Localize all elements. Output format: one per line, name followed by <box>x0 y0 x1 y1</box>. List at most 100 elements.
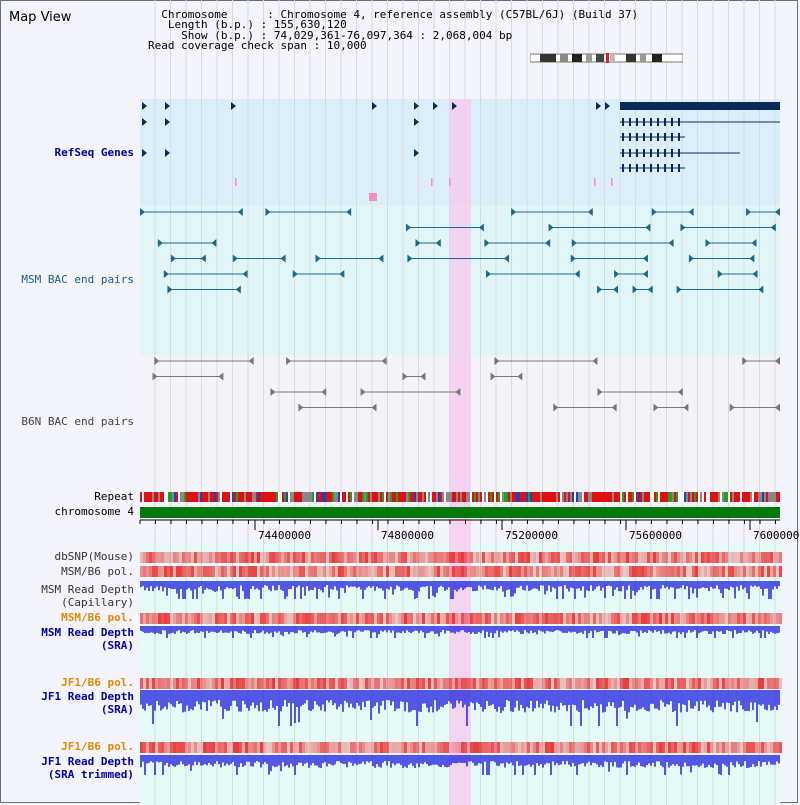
depth-bar <box>326 755 328 767</box>
repeat-segment <box>328 492 330 502</box>
repeat-segment <box>390 492 392 502</box>
repeat-segment <box>444 492 446 502</box>
repeat-segment <box>734 492 736 502</box>
heat-cell <box>665 742 668 753</box>
heat-cell <box>605 742 608 753</box>
depth-bar <box>166 755 168 763</box>
heat-cell <box>575 566 578 577</box>
depth-bar <box>656 755 658 762</box>
repeat-segment <box>234 492 236 502</box>
depth-bar <box>520 755 522 766</box>
heat-cell <box>305 613 308 624</box>
repeat-segment <box>292 492 294 502</box>
depth-bar <box>364 690 366 708</box>
repeat-segment <box>646 492 648 502</box>
heat-cell <box>431 566 434 577</box>
heat-cell <box>239 613 242 624</box>
depth-bar <box>150 626 152 633</box>
heat-cell <box>410 613 413 624</box>
depth-bar <box>210 581 212 590</box>
heat-cell <box>725 678 728 689</box>
repeat-segment <box>464 492 466 502</box>
depth-bar <box>264 581 266 586</box>
depth-bar <box>536 690 538 701</box>
depth-bar <box>682 690 684 705</box>
gene-exon <box>636 149 638 157</box>
depth-bar <box>644 626 646 632</box>
depth-bar <box>304 755 306 764</box>
depth-bar <box>268 581 270 590</box>
heat-cell <box>233 613 236 624</box>
depth-bar <box>506 626 508 633</box>
heat-cell <box>773 613 776 624</box>
depth-bar <box>514 690 516 708</box>
heat-cell <box>401 566 404 577</box>
heat-cell <box>593 678 596 689</box>
msm-pair-arrow <box>642 270 648 278</box>
depth-bar <box>312 581 314 591</box>
depth-bar <box>592 690 594 709</box>
heat-cell <box>155 566 158 577</box>
heat-cell <box>395 742 398 753</box>
heat-cell <box>554 742 557 753</box>
repeat-segment <box>398 492 400 502</box>
depth-bar <box>302 755 304 766</box>
chromosome-ideogram[interactable] <box>530 53 683 63</box>
gene-exon <box>650 149 652 157</box>
heat-cell <box>638 566 641 577</box>
heat-cell <box>377 566 380 577</box>
track-label-b6n-bac[interactable]: B6N BAC end pairs <box>21 415 134 428</box>
heat-cell <box>380 613 383 624</box>
depth-bar <box>168 626 170 634</box>
depth-bar <box>612 755 614 767</box>
gene-exon <box>643 149 645 157</box>
depth-bar <box>464 626 466 633</box>
depth-bar <box>524 581 526 591</box>
heat-cell <box>329 613 332 624</box>
heat-cell <box>203 613 206 624</box>
depth-bar <box>646 581 648 587</box>
depth-bar <box>398 581 400 587</box>
heat-cell <box>437 742 440 753</box>
heat-cell <box>497 613 500 624</box>
depth-bar <box>586 626 588 638</box>
heat-cell <box>341 566 344 577</box>
heat-cell <box>776 552 779 563</box>
depth-bar <box>450 581 452 599</box>
msm-pair-arrow <box>651 208 657 216</box>
track-label-msm-bac[interactable]: MSM BAC end pairs <box>21 273 134 286</box>
heat-cell <box>524 613 527 624</box>
depth-bar <box>428 581 430 599</box>
heat-cell <box>269 742 272 753</box>
heat-cell <box>149 613 152 624</box>
depth-bar <box>264 626 266 634</box>
heat-cell <box>683 566 686 577</box>
repeat-segment <box>318 492 320 502</box>
depth-bar <box>562 626 564 633</box>
track-label-refseq[interactable]: RefSeq Genes <box>54 146 134 159</box>
heat-cell <box>692 566 695 577</box>
repeat-segment <box>224 492 226 502</box>
gene-arrow <box>452 102 457 110</box>
depth-bar <box>200 581 202 586</box>
heat-cell <box>611 566 614 577</box>
depth-bar <box>168 690 170 703</box>
heat-cell <box>524 742 527 753</box>
heat-cell <box>644 678 647 689</box>
heat-cell <box>647 552 650 563</box>
depth-bar <box>406 626 408 631</box>
depth-bar <box>146 690 148 704</box>
depth-bar <box>634 755 636 767</box>
depth-bar <box>528 690 530 709</box>
heat-cell <box>170 552 173 563</box>
heat-cell <box>620 613 623 624</box>
depth-bar <box>740 755 742 767</box>
depth-bar <box>508 690 510 702</box>
depth-bar <box>494 581 496 587</box>
repeat-segment <box>554 492 556 502</box>
depth-bar <box>376 755 378 765</box>
depth-bar <box>664 690 666 707</box>
depth-bar <box>282 690 284 707</box>
scale-tick-label: 74400000 <box>258 529 311 542</box>
heat-cell <box>524 552 527 563</box>
